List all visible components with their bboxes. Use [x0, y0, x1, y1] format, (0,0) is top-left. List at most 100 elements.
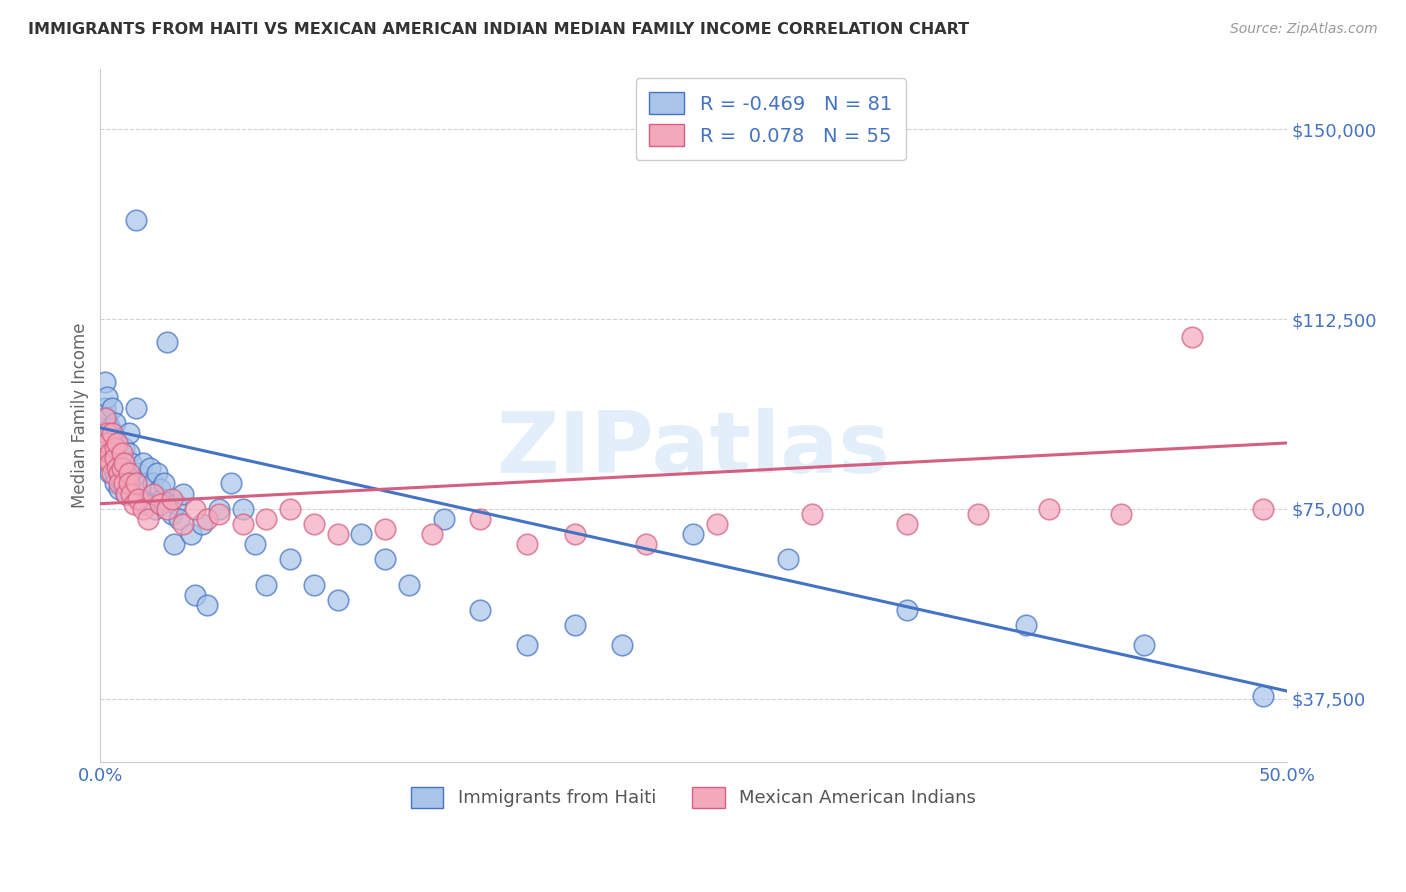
Point [516, 639, 538, 653]
Point [105, 436, 128, 450]
Point [101, 446, 124, 460]
Point [165, 497, 187, 511]
Point [96, 391, 118, 405]
Point [634, 537, 657, 551]
Point [468, 512, 491, 526]
Point [278, 501, 301, 516]
Point [111, 461, 134, 475]
Point [184, 501, 207, 516]
Point [146, 467, 169, 481]
Point [801, 507, 824, 521]
Point [208, 507, 231, 521]
Point [278, 552, 301, 566]
Point [149, 497, 172, 511]
Point [612, 639, 634, 653]
Point [141, 476, 163, 491]
Point [896, 603, 918, 617]
Point [91, 421, 114, 435]
Point [163, 537, 186, 551]
Point [105, 436, 128, 450]
Point [127, 491, 149, 506]
Point [112, 456, 135, 470]
Point [98, 446, 121, 460]
Point [195, 512, 218, 526]
Point [125, 476, 148, 491]
Point [967, 507, 990, 521]
Point [254, 577, 277, 591]
Point [96, 451, 118, 466]
Point [243, 537, 266, 551]
Point [101, 425, 124, 440]
Point [112, 467, 135, 481]
Point [153, 476, 176, 491]
Point [433, 512, 456, 526]
Point [122, 497, 145, 511]
Y-axis label: Median Family Income: Median Family Income [72, 322, 89, 508]
Point [132, 456, 155, 470]
Point [129, 486, 152, 500]
Point [156, 334, 179, 349]
Point [103, 416, 125, 430]
Point [134, 497, 156, 511]
Point [1251, 689, 1274, 703]
Point [1181, 329, 1204, 343]
Point [120, 486, 142, 500]
Point [101, 441, 124, 455]
Point [103, 431, 125, 445]
Point [98, 467, 121, 481]
Point [1251, 501, 1274, 516]
Point [103, 441, 125, 455]
Point [98, 456, 121, 470]
Point [179, 527, 201, 541]
Point [103, 476, 125, 491]
Point [96, 410, 118, 425]
Point [108, 476, 131, 491]
Legend: Immigrants from Haiti, Mexican American Indians: Immigrants from Haiti, Mexican American … [404, 780, 983, 815]
Point [96, 441, 118, 455]
Point [96, 436, 118, 450]
Point [302, 577, 325, 591]
Point [706, 516, 728, 531]
Point [94, 410, 117, 425]
Text: Source: ZipAtlas.com: Source: ZipAtlas.com [1230, 22, 1378, 37]
Point [118, 425, 141, 440]
Point [115, 486, 138, 500]
Point [1014, 618, 1036, 632]
Point [326, 592, 349, 607]
Point [374, 522, 396, 536]
Point [422, 527, 444, 541]
Point [184, 588, 207, 602]
Point [468, 603, 491, 617]
Point [160, 507, 183, 521]
Point [91, 441, 114, 455]
Point [101, 467, 124, 481]
Point [374, 552, 396, 566]
Point [398, 577, 420, 591]
Point [120, 467, 142, 481]
Point [108, 461, 131, 475]
Point [103, 467, 125, 481]
Point [132, 501, 155, 516]
Point [156, 501, 179, 516]
Point [302, 516, 325, 531]
Point [160, 491, 183, 506]
Point [111, 451, 134, 466]
Point [101, 401, 124, 415]
Point [136, 512, 159, 526]
Point [94, 451, 117, 466]
Point [208, 501, 231, 516]
Point [105, 446, 128, 460]
Text: ZIPatlas: ZIPatlas [496, 409, 890, 491]
Point [326, 527, 349, 541]
Point [120, 456, 142, 470]
Point [98, 436, 121, 450]
Point [118, 446, 141, 460]
Point [141, 486, 163, 500]
Point [105, 461, 128, 475]
Point [112, 476, 135, 491]
Point [149, 482, 172, 496]
Point [94, 401, 117, 415]
Point [172, 486, 194, 500]
Point [564, 527, 586, 541]
Point [195, 598, 218, 612]
